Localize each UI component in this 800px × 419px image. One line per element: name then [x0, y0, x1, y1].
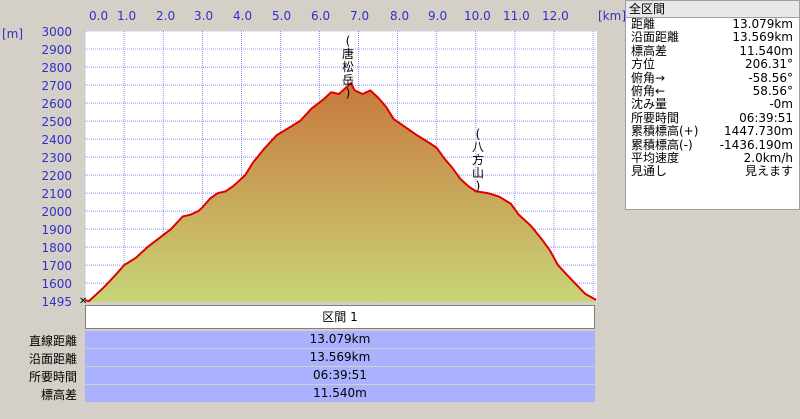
x-tick-4: 4.0 [233, 9, 253, 23]
elevation-line [85, 82, 597, 302]
y-tick-1900: 1900 [41, 223, 72, 237]
y-tick-1600: 1600 [41, 277, 72, 291]
x-tick-9: 9.0 [428, 9, 448, 23]
x-axis-unit: [km] [598, 9, 627, 23]
peak-label-karamatsudake: (唐松岳) [341, 34, 354, 100]
section-row-value: 13.569km [85, 349, 595, 366]
x-tick-1: 1.0 [117, 9, 137, 23]
y-axis-unit: [m] [2, 27, 24, 41]
x-tick-7: 7.0 [350, 9, 370, 23]
section-row-value: 06:39:51 [85, 367, 595, 384]
section-row-value: 13.079km [85, 331, 595, 348]
x-tick-5: 5.0 [272, 9, 292, 23]
y-tick-2500: 2500 [41, 115, 72, 129]
summary-row-depression-back: 俯角← 58.56° [631, 83, 793, 98]
start-marker-icon: ✕ [79, 296, 88, 307]
summary-row-distance: 距離 13.079km [631, 17, 793, 31]
summary-row-elevation-diff: 標高差 11.540m [631, 43, 793, 58]
y-tick-2300: 2300 [41, 151, 72, 165]
elevation-profile-chart[interactable] [85, 31, 597, 302]
summary-row-avg-speed: 平均速度 2.0km/h [631, 150, 793, 165]
elevation-area [85, 83, 597, 302]
y-tick-2700: 2700 [41, 79, 72, 93]
x-tick-12: 12.0 [542, 9, 569, 23]
summary-row-ascent: 累積標高(+) 1447.730m [631, 124, 793, 139]
y-tick-1495: 1495 [41, 295, 72, 309]
x-tick-10: 10.0 [464, 9, 491, 23]
y-tick-2100: 2100 [41, 187, 72, 201]
y-tick-1800: 1800 [41, 241, 72, 255]
y-tick-2800: 2800 [41, 61, 72, 75]
section-row-value: 11.540m [85, 385, 595, 402]
section-row-label: 直線距離 [28, 334, 77, 348]
summary-panel-title: 全区間 [626, 1, 799, 18]
section-row-label: 標高差 [40, 388, 77, 402]
summary-panel: 全区間 距離 13.079km 沿面距離 13.569km 標高差 11.540m 方… [625, 0, 800, 210]
y-tick-2600: 2600 [41, 97, 72, 111]
y-tick-2200: 2200 [41, 169, 72, 183]
y-tick-2900: 2900 [41, 43, 72, 57]
summary-row-duration: 所要時間 06:39:51 [631, 110, 793, 125]
summary-row-visibility: 見通し 見えます [631, 164, 793, 179]
y-tick-2000: 2000 [41, 205, 72, 219]
x-tick-3: 3.0 [194, 9, 214, 23]
elevation-profile-svg [85, 31, 597, 302]
summary-row-sink: 沈み量 -0m [631, 97, 793, 112]
summary-row-descent: 累積標高(-) -1436.190m [631, 137, 793, 152]
y-tick-2400: 2400 [41, 133, 72, 147]
section-header[interactable]: 区間 1 [85, 305, 595, 329]
peak-label-happouyama: (八方山) [471, 127, 484, 193]
x-tick-11: 11.0 [503, 9, 530, 23]
y-tick-3000: 3000 [41, 25, 72, 39]
y-tick-1700: 1700 [41, 259, 72, 273]
summary-row-depression-forward: 俯角→ -58.56° [631, 70, 793, 85]
x-tick-6: 6.0 [311, 9, 331, 23]
x-tick-2: 2.0 [156, 9, 176, 23]
summary-row-bearing: 方位 206.31° [631, 57, 793, 72]
x-tick-0: 0.0 [89, 9, 109, 23]
x-tick-8: 8.0 [390, 9, 410, 23]
summary-row-surface-distance: 沿面距離 13.569km [631, 30, 793, 45]
section-row-label: 所要時間 [28, 370, 77, 384]
section-row-label: 沿面距離 [28, 352, 77, 366]
